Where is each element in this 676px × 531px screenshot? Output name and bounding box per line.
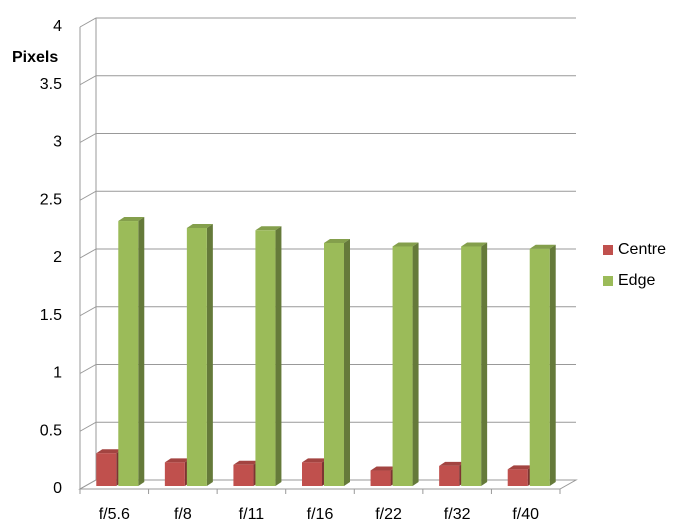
x-tick-label: f/16: [307, 506, 334, 523]
bar-top: [233, 460, 260, 465]
legend-swatch: [603, 245, 613, 255]
bar: [392, 242, 419, 486]
bar: [186, 223, 213, 486]
bar-front: [461, 246, 482, 486]
bar: [118, 217, 145, 487]
bar-front: [324, 242, 344, 486]
bar-front: [529, 248, 550, 486]
legend-label: Centre: [618, 241, 666, 258]
bar-top: [507, 465, 534, 470]
bar-side: [549, 244, 556, 486]
bar-front: [186, 227, 207, 486]
bar-front: [439, 465, 460, 486]
x-tick-label: f/5.6: [99, 506, 130, 523]
bar: [529, 244, 556, 486]
bar-top: [529, 244, 556, 249]
bar-front: [255, 230, 276, 486]
y-axis-label: Pixels: [12, 49, 58, 66]
bar-top: [439, 461, 466, 466]
bar: [324, 238, 350, 486]
x-tick-label: f/22: [375, 506, 402, 523]
bar-front: [392, 246, 413, 486]
bar-front: [96, 453, 117, 486]
legend-label: Edge: [618, 272, 655, 289]
bar: [255, 226, 282, 486]
grid-line: [79, 133, 576, 143]
bar-side: [206, 223, 213, 486]
bar-top: [392, 242, 419, 247]
bar-top: [302, 458, 328, 463]
bar-side: [138, 217, 145, 487]
bar-side: [481, 242, 488, 486]
y-tick-label: 3: [53, 134, 62, 151]
bar-top: [255, 226, 282, 231]
bar-front: [507, 469, 528, 486]
grid-line: [79, 17, 576, 28]
bar-top: [370, 466, 397, 471]
bar-front: [302, 462, 322, 486]
bar-top: [164, 458, 191, 463]
y-tick-label: 1.5: [40, 307, 62, 324]
bar: [461, 242, 488, 486]
bar-front: [164, 462, 185, 486]
legend-swatch: [603, 276, 613, 286]
y-tick-label: 2: [53, 249, 62, 266]
y-tick-label: 0: [53, 480, 62, 497]
y-tick-label: 3.5: [40, 76, 62, 93]
y-tick-label: 4: [53, 18, 62, 35]
grid-line: [79, 75, 576, 86]
bar-front: [233, 464, 254, 486]
x-tick-label: f/11: [239, 506, 265, 523]
bar-top: [96, 449, 123, 454]
bar-side: [412, 242, 419, 486]
bar-side: [344, 238, 350, 486]
x-tick-label: f/40: [512, 506, 539, 523]
grid-line: [79, 190, 576, 201]
x-tick-label: f/32: [444, 506, 471, 523]
bar-top: [461, 242, 488, 247]
bar-top: [324, 238, 350, 243]
bar-top: [118, 217, 145, 222]
x-tick-label: f/8: [174, 506, 192, 523]
y-tick-label: 0.5: [40, 422, 62, 439]
bar-side: [275, 226, 282, 486]
bar-front: [370, 470, 391, 486]
bar-front: [118, 221, 139, 487]
bar: [96, 449, 123, 486]
y-tick-label: 1: [53, 365, 62, 382]
bar-top: [186, 223, 213, 228]
y-tick-label: 2.5: [40, 191, 62, 208]
